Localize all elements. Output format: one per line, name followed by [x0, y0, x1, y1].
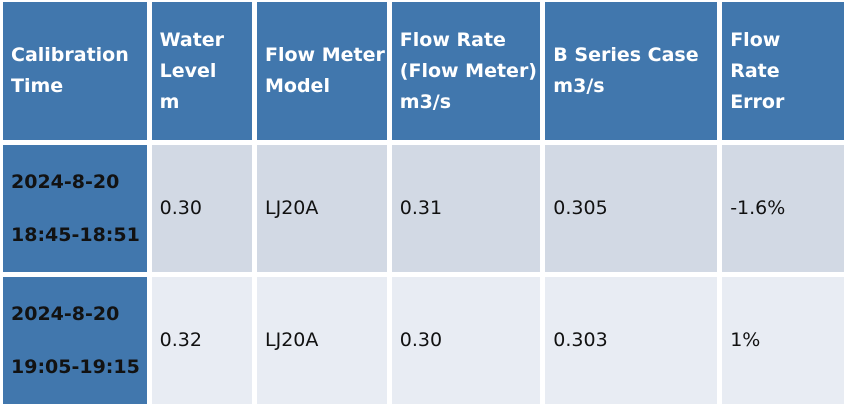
calibration-time-range: 19:05-19:15 — [11, 355, 140, 378]
header-b-series-case: B Series Case m3/s — [545, 2, 718, 140]
flow-rate-cell: 0.30 — [391, 277, 541, 404]
calibration-date: 2024-8-20 — [11, 302, 120, 325]
flow-meter-model-cell: LJ20A — [257, 145, 387, 272]
table-row: 2024-8-20 19:05-19:15 0.32 LJ20A 0.30 0.… — [3, 277, 844, 404]
header-flow-rate: Flow Rate (Flow Meter) m3/s — [391, 2, 541, 140]
header-line: (Flow Meter) — [399, 59, 537, 82]
calibration-time-cell: 2024-8-20 19:05-19:15 — [3, 277, 147, 404]
header-flow-rate-error: Flow Rate Error — [722, 2, 844, 140]
flow-meter-model-cell: LJ20A — [257, 277, 387, 404]
header-line: Error — [730, 90, 785, 113]
water-level-cell: 0.32 — [151, 277, 252, 404]
table-row: 2024-8-20 18:45-18:51 0.30 LJ20A 0.31 0.… — [3, 145, 844, 272]
calibration-date: 2024-8-20 — [11, 170, 120, 193]
header-row: Calibration Time Water Level m Flow Mete… — [3, 2, 844, 140]
header-line: Flow Meter — [265, 44, 385, 66]
flow-rate-cell: 0.31 — [391, 145, 541, 272]
flow-rate-error-cell: -1.6% — [722, 145, 844, 272]
header-line: Flow Rate — [399, 28, 506, 51]
water-level-cell: 0.30 — [151, 145, 252, 272]
header-line: B Series Case — [553, 44, 699, 66]
header-line: Water — [159, 28, 225, 51]
header-line: Level — [159, 59, 217, 82]
header-line: m3/s — [553, 75, 605, 97]
header-line: Model — [265, 75, 330, 97]
calibration-time-range: 18:45-18:51 — [11, 223, 140, 246]
flow-rate-error-cell: 1% — [722, 277, 844, 404]
header-line: m — [159, 90, 180, 113]
header-calibration-time: Calibration Time — [3, 2, 147, 140]
header-line: Time — [11, 75, 64, 97]
header-line: Flow Rate — [730, 28, 781, 82]
header-line: m3/s — [399, 90, 452, 113]
header-line: Calibration — [11, 44, 129, 66]
header-flow-meter-model: Flow Meter Model — [257, 2, 387, 140]
calibration-time-cell: 2024-8-20 18:45-18:51 — [3, 145, 147, 272]
b-series-case-cell: 0.305 — [545, 145, 718, 272]
header-water-level: Water Level m — [151, 2, 252, 140]
b-series-case-cell: 0.303 — [545, 277, 718, 404]
